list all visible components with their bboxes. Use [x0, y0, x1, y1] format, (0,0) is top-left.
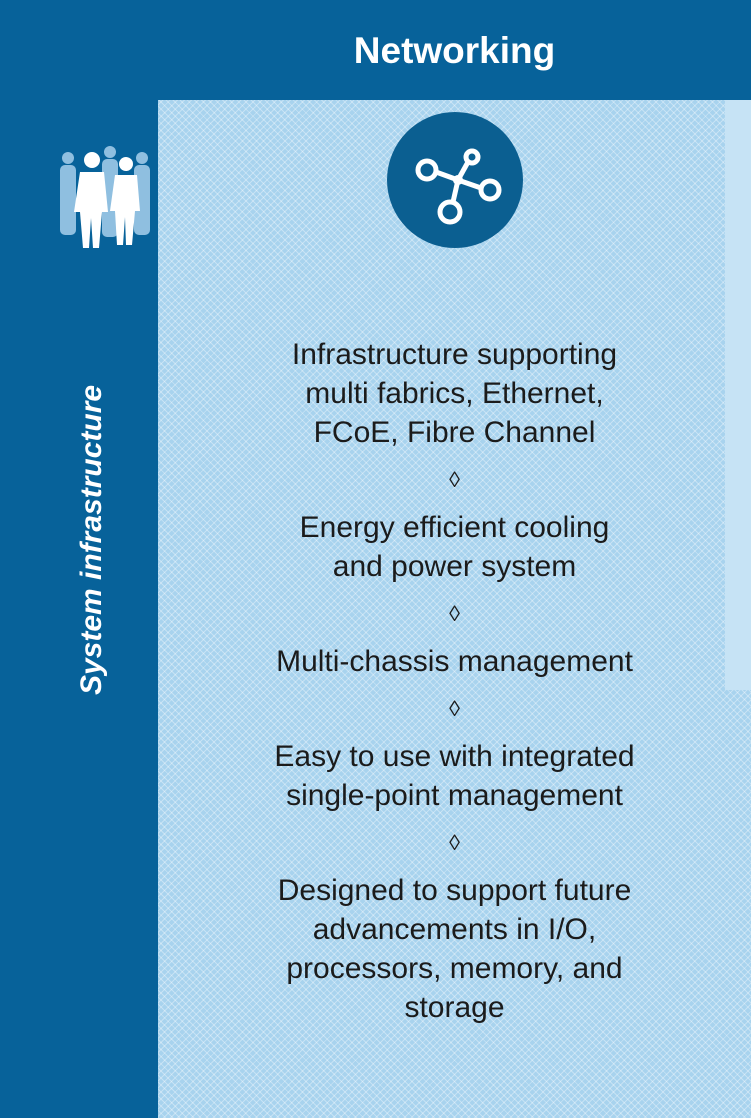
feature-text: Energy efficient cooling [158, 508, 751, 547]
separator: ◊ [158, 815, 751, 871]
feature-text: multi fabrics, Ethernet, [158, 374, 751, 413]
feature-text: advancements in I/O, [158, 910, 751, 949]
feature-text: single-point management [158, 776, 751, 815]
feature-text: processors, memory, and [158, 949, 751, 988]
feature-text: and power system [158, 547, 751, 586]
separator: ◊ [158, 681, 751, 737]
side-label: System infrastructure [75, 385, 109, 695]
slide: Networking System infrastructure Infrast… [0, 0, 751, 1118]
feature-text: Multi-chassis management [158, 642, 751, 681]
feature-text: Easy to use with integrated [158, 737, 751, 776]
network-icon [387, 112, 523, 248]
feature-text: storage [158, 988, 751, 1027]
feature-text: FCoE, Fibre Channel [158, 413, 751, 452]
separator: ◊ [158, 452, 751, 508]
people-icon [60, 146, 150, 248]
feature-text: Designed to support future [158, 871, 751, 910]
separator: ◊ [158, 586, 751, 642]
title: Networking [158, 30, 751, 72]
feature-text: Infrastructure supporting [158, 335, 751, 374]
